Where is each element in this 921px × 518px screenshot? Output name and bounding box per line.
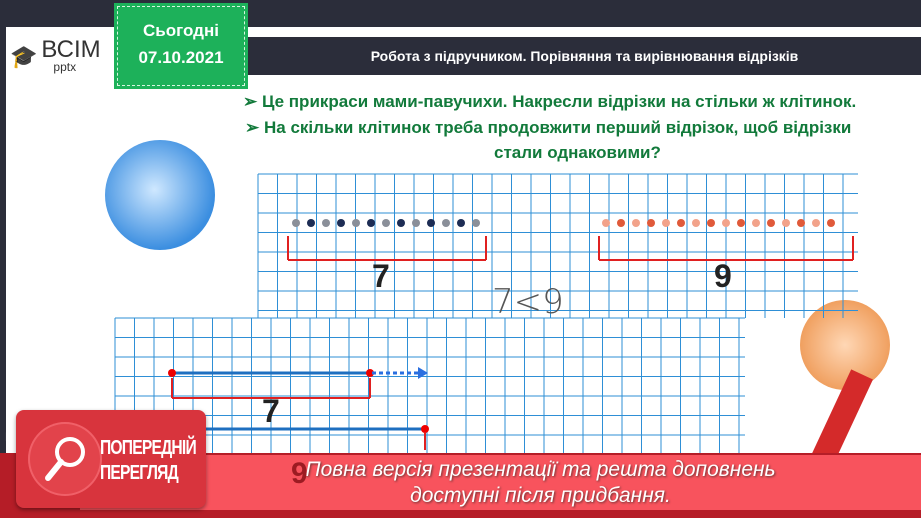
notice-line-2: доступні після придбання.: [410, 484, 671, 507]
bead: [382, 219, 390, 227]
bead: [322, 219, 330, 227]
count-second: 9: [291, 457, 308, 490]
bullet-text: Це прикраси мами-павучихи. Накресли відр…: [261, 92, 857, 111]
magnifier-icon: [28, 422, 102, 496]
purchase-notice: Повна версія презентації та решта доповн…: [80, 455, 921, 510]
notice-line-1: Повна версія презентації та решта доповн…: [305, 458, 776, 481]
logo-text: ВСІМ: [41, 36, 101, 63]
bead: [397, 219, 405, 227]
bead: [457, 219, 465, 227]
segment-endpoint: [168, 369, 176, 377]
bead: [752, 219, 760, 227]
count-right: 9: [714, 258, 732, 294]
bead: [632, 219, 640, 227]
character-image: [105, 140, 215, 250]
arrowhead-icon: [418, 367, 428, 379]
bead: [827, 219, 835, 227]
page-title: Робота з підручником. Порівняння та вирі…: [248, 37, 921, 75]
bead: [797, 219, 805, 227]
date-label: 07.10.2021: [138, 48, 224, 67]
bead: [352, 219, 360, 227]
bead: [292, 219, 300, 227]
preview-button[interactable]: ПОПЕРЕДНІЙ ПЕРЕГЛЯД: [16, 410, 206, 508]
graduation-cap-icon: 🎓: [10, 44, 38, 69]
date-badge: Сьогодні 07.10.2021: [114, 3, 248, 89]
count-left: 7: [372, 258, 390, 294]
bead: [782, 219, 790, 227]
today-label: Сьогодні: [143, 21, 219, 40]
bead: [812, 219, 820, 227]
count-first: 7: [262, 393, 280, 429]
bead: [337, 219, 345, 227]
bullet-text: На скільки клітинок треба продовжити пер…: [263, 118, 852, 137]
bead: [427, 219, 435, 227]
side-letter: П: [5, 430, 14, 444]
bead: [472, 219, 480, 227]
bead: [662, 219, 670, 227]
bead: [677, 219, 685, 227]
bead: [602, 219, 610, 227]
bullet-text: стали однаковими?: [494, 143, 661, 162]
arrow-bullet-icon: ➢: [245, 118, 260, 137]
bead: [647, 219, 655, 227]
logo: 🎓 ВСІМ pptx: [10, 36, 101, 75]
arrow-bullet-icon: ➢: [243, 92, 258, 111]
bead: [307, 219, 315, 227]
comparison-text: 7<9: [492, 282, 564, 322]
bead: [767, 219, 775, 227]
bead: [442, 219, 450, 227]
preview-label-1: ПОПЕРЕДНІЙ: [100, 437, 197, 459]
segment-endpoint: [421, 425, 429, 433]
bead: [367, 219, 375, 227]
bead: [707, 219, 715, 227]
bead: [692, 219, 700, 227]
bead: [412, 219, 420, 227]
preview-label-2: ПЕРЕГЛЯД: [100, 462, 179, 484]
bead: [737, 219, 745, 227]
bead: [722, 219, 730, 227]
segment-endpoint: [366, 369, 374, 377]
boy-character-image: [800, 300, 890, 390]
bead: [617, 219, 625, 227]
logo-sub: pptx: [53, 60, 77, 74]
